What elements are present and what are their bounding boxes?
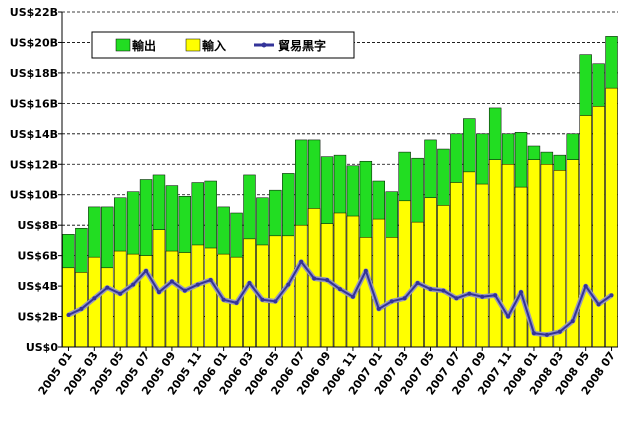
surplus-point xyxy=(480,294,485,299)
bar-imports xyxy=(295,224,308,348)
surplus-point xyxy=(195,282,200,287)
legend: 輸出 輸入 貿易黒字 xyxy=(91,31,355,59)
surplus-point xyxy=(105,285,110,290)
y-tick-label: US$4B xyxy=(17,280,58,293)
surplus-point xyxy=(144,268,149,273)
surplus-point xyxy=(570,319,575,324)
bar-imports xyxy=(178,252,192,348)
surplus-point xyxy=(208,278,213,282)
bar-imports xyxy=(372,218,385,348)
surplus-point xyxy=(131,282,136,287)
y-tick-label: US$0 xyxy=(26,341,59,354)
bar-imports xyxy=(346,215,360,348)
surplus-point xyxy=(506,314,511,319)
surplus-point xyxy=(118,291,123,296)
y-tick-label: US$22B xyxy=(10,6,58,19)
y-tick-label: US$6B xyxy=(17,250,58,263)
surplus-point xyxy=(402,296,407,301)
bar-imports xyxy=(359,237,373,348)
legend-swatch-exports xyxy=(115,38,131,52)
surplus-point xyxy=(519,290,524,295)
surplus-point xyxy=(299,259,304,264)
surplus-point xyxy=(66,313,71,318)
surplus-point xyxy=(273,299,278,304)
y-tick-label: US$14B xyxy=(10,128,58,141)
bar-imports xyxy=(385,237,398,348)
bar-imports xyxy=(605,87,618,348)
surplus-point xyxy=(221,297,226,302)
surplus-point xyxy=(415,281,420,286)
legend-box xyxy=(91,31,355,59)
surplus-point xyxy=(428,287,433,292)
bar-imports xyxy=(488,159,502,348)
bar-imports xyxy=(333,212,347,348)
surplus-point xyxy=(557,329,562,334)
legend-marker-surplus xyxy=(261,42,267,48)
surplus-point xyxy=(92,296,97,301)
y-tick-label: US$12B xyxy=(10,158,58,171)
surplus-point xyxy=(596,302,601,307)
surplus-point xyxy=(609,293,614,298)
surplus-point xyxy=(583,284,588,289)
surplus-point xyxy=(376,306,381,311)
surplus-point xyxy=(363,268,368,273)
y-axis-ticks: US$0 US$2B US$4B US$6B US$8B US$10B US$12B US$1… xyxy=(10,6,62,354)
surplus-point xyxy=(493,293,498,298)
surplus-point xyxy=(350,294,355,299)
surplus-point xyxy=(454,296,459,301)
bar-imports xyxy=(126,253,140,348)
surplus-point xyxy=(260,297,265,302)
legend-label-exports: 輸出 xyxy=(132,38,156,53)
surplus-point xyxy=(338,287,342,292)
surplus-point xyxy=(531,331,536,336)
bars xyxy=(62,36,618,348)
bar-imports xyxy=(62,267,75,348)
bar-imports xyxy=(437,205,450,348)
y-tick-label: US$16B xyxy=(10,97,58,110)
surplus-point xyxy=(441,288,446,293)
bar-imports xyxy=(592,106,605,348)
bar-imports xyxy=(191,244,204,348)
bar-imports xyxy=(476,183,489,348)
bar-imports xyxy=(113,250,127,348)
surplus-point xyxy=(234,300,239,305)
surplus-point xyxy=(169,279,174,284)
bar-imports xyxy=(501,164,515,348)
legend-label-imports: 輸入 xyxy=(202,38,226,53)
legend-label-surplus: 貿易黒字 xyxy=(278,38,326,53)
bar-imports xyxy=(424,197,437,348)
bar-imports xyxy=(450,182,463,348)
surplus-point xyxy=(286,282,291,287)
surplus-point xyxy=(182,288,187,293)
bar-imports xyxy=(269,235,282,348)
bar-imports xyxy=(165,250,179,348)
legend-swatch-imports xyxy=(185,38,201,52)
bar-imports xyxy=(463,171,476,348)
bar-imports xyxy=(540,164,554,348)
y-tick-label: US$20B xyxy=(10,36,58,49)
bar-imports xyxy=(553,170,567,348)
bar-imports xyxy=(514,186,528,348)
y-tick-label: US$18B xyxy=(10,67,58,80)
surplus-point xyxy=(312,276,317,281)
surplus-point xyxy=(325,278,330,282)
surplus-point xyxy=(156,290,161,295)
y-tick-label: US$8B xyxy=(17,219,58,232)
bar-imports xyxy=(579,115,592,348)
y-tick-label: US$2B xyxy=(17,311,58,324)
bar-imports xyxy=(398,200,411,348)
surplus-point xyxy=(467,291,472,296)
bar-imports xyxy=(204,247,217,348)
bar-imports xyxy=(101,267,114,348)
surplus-point xyxy=(247,281,252,286)
y-tick-label: US$10B xyxy=(10,189,58,202)
surplus-point xyxy=(79,306,84,311)
surplus-point xyxy=(389,299,394,304)
surplus-line xyxy=(66,259,614,338)
surplus-point xyxy=(544,332,549,337)
